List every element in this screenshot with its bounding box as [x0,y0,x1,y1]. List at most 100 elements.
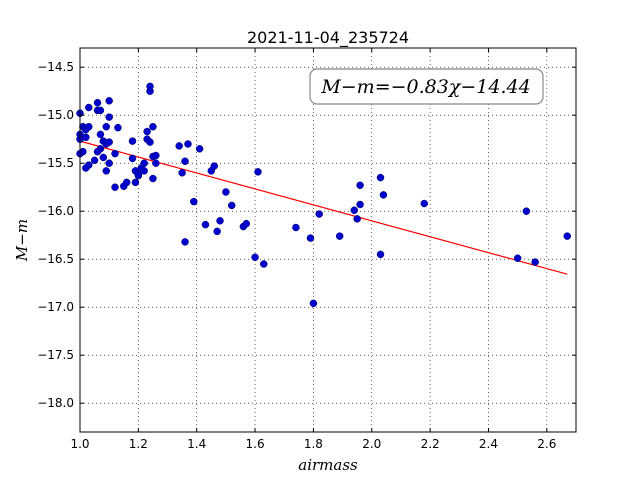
data-point [82,133,90,142]
x-tick-label: 1.6 [246,437,265,451]
x-tick-label: 2.0 [362,437,381,451]
data-point [216,217,224,225]
data-point [149,122,157,131]
data-point [181,238,189,246]
data-point [356,200,364,209]
data-point [251,253,259,262]
data-point [563,232,571,240]
data-point [292,223,300,232]
data-point [140,159,148,167]
fit-line-group [79,140,568,275]
data-point [85,122,93,131]
data-point [195,145,204,153]
data-point [222,188,230,196]
x-tick-label: 2.2 [421,437,440,451]
data-point [140,167,148,175]
data-point [105,159,113,167]
data-point [210,162,218,170]
data-point [190,197,198,206]
fit-equation-text: M−m=−0.83χ−14.44 [320,76,530,98]
data-point [315,210,323,218]
data-point [531,258,539,266]
x-tick-label: 2.6 [537,437,556,451]
data-point [93,98,102,107]
axes-background [80,48,576,432]
data-point [350,206,359,214]
data-point [128,154,137,163]
data-point [102,167,111,175]
x-tick-label: 1.8 [304,437,323,451]
data-point [122,178,131,187]
y-tick-label: −14.5 [37,60,74,74]
data-point [131,178,140,187]
data-point [146,87,154,95]
data-point [213,227,221,236]
y-axis-label: M−m [13,219,31,262]
fit-annotation-box: M−m=−0.83χ−14.44 [309,68,544,105]
data-point [376,250,385,259]
data-point [90,156,99,165]
data-point [128,137,137,145]
data-point [152,151,160,160]
data-point [356,181,364,190]
data-point [335,232,344,240]
data-point [379,191,388,199]
data-point [242,219,251,228]
data-point [143,127,151,136]
data-point [175,142,183,150]
x-tick-label: 1.2 [129,437,148,451]
data-point [111,149,119,158]
data-point [134,170,143,179]
data-points [76,82,571,308]
data-point [105,138,113,146]
x-tick-label: 1.4 [187,437,206,451]
data-point [254,168,262,176]
data-point [376,173,385,182]
y-tick-label: −16.5 [37,252,74,266]
data-point [152,159,160,167]
data-point [146,138,154,146]
grid-lines [80,48,576,432]
data-point [149,174,157,183]
data-point [306,234,315,242]
data-point [184,140,192,148]
y-tick-labels: −14.5 −15.0 −15.5 −16.0 −16.5 −17.0 −17.5 −18.0 [37,60,74,410]
data-point [353,215,361,223]
axes-frame [79,47,577,433]
data-point [85,103,93,112]
data-point [513,254,522,262]
data-point [227,201,236,210]
data-point [93,147,102,156]
data-point [105,97,113,105]
plot-area [76,47,577,433]
data-point [96,106,105,115]
x-axis-label: airmass [298,456,358,474]
y-tick-label: −15.0 [37,108,74,122]
data-point [522,207,531,215]
data-point [82,164,90,172]
y-tick-label: −17.0 [37,300,74,314]
data-point [420,199,429,208]
data-point [105,113,113,121]
data-point [99,153,108,162]
tick-marks [79,48,576,432]
chart-title: 2021-11-04_235724 [247,28,409,48]
data-point [181,157,189,166]
data-point [96,130,105,139]
data-point [111,183,119,191]
data-point [102,122,111,131]
data-point [260,260,268,268]
data-point [201,220,210,229]
x-tick-label: 2.4 [479,437,498,451]
y-tick-label: −17.5 [37,348,74,362]
x-tick-labels: 1.0 1.2 1.4 1.6 1.8 2.0 2.2 2.4 2.6 [70,437,556,451]
y-tick-label: −18.0 [37,396,74,410]
fit-line [79,140,568,275]
y-tick-label: −16.0 [37,204,74,218]
x-tick-label: 1.0 [70,437,89,451]
y-tick-label: −15.5 [37,156,74,170]
data-point [114,123,122,132]
data-point [178,169,186,177]
data-point [309,299,318,308]
